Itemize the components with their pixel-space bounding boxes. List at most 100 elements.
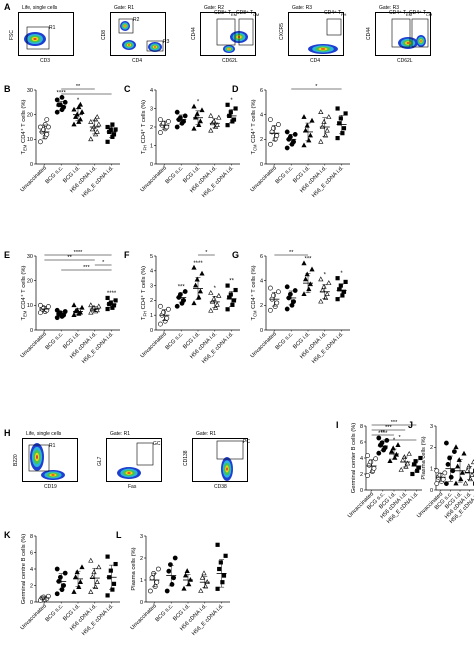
x-tick-label: BCG s.c. xyxy=(275,331,295,351)
data-point xyxy=(114,562,118,566)
data-point xyxy=(276,290,280,294)
data-point xyxy=(112,133,116,137)
panel-label-i: I xyxy=(336,420,339,430)
y-tick-label: 2 xyxy=(260,303,263,309)
data-point xyxy=(55,592,59,596)
data-point xyxy=(366,474,370,478)
data-point xyxy=(443,471,447,475)
data-point xyxy=(192,126,196,130)
data-point xyxy=(97,304,101,308)
data-point xyxy=(341,131,345,135)
data-point xyxy=(63,571,67,575)
data-point xyxy=(197,295,201,299)
y-axis-label: Germinal centre B cells (%) xyxy=(21,534,27,605)
data-point xyxy=(293,288,297,292)
data-point xyxy=(80,110,84,114)
y-tick-label: 10 xyxy=(27,137,33,143)
data-point xyxy=(111,588,115,592)
facs-h-gate-title: Life, single cells xyxy=(26,431,61,437)
data-point xyxy=(45,132,49,136)
bracket-label: ** xyxy=(289,250,294,256)
data-point xyxy=(111,123,115,127)
y-tick-label: 3 xyxy=(150,106,153,112)
y-tick-label: 4 xyxy=(30,567,33,573)
data-point xyxy=(464,481,468,485)
facs-a-dot-plot xyxy=(200,12,256,56)
data-point xyxy=(275,301,279,305)
data-point xyxy=(89,120,93,124)
data-point xyxy=(209,114,213,118)
data-point xyxy=(167,569,171,573)
facs-a-region-label: R1 xyxy=(49,25,55,31)
region-name: CD8⁺ T xyxy=(214,10,231,16)
facs-a-y-axis-label: CD44 xyxy=(191,27,197,40)
facs-a-dot-plot xyxy=(375,12,431,56)
y-tick-label: 3 xyxy=(430,424,433,430)
data-point xyxy=(438,473,442,477)
y-tick-label: 0 xyxy=(30,328,33,334)
data-point xyxy=(97,565,101,569)
x-tick-label: BCG s.c. xyxy=(165,331,185,351)
data-point xyxy=(165,316,169,320)
data-point xyxy=(75,112,79,116)
data-point xyxy=(60,588,64,592)
data-point xyxy=(219,561,223,565)
bracket-label: *** xyxy=(391,420,398,426)
data-point xyxy=(109,569,113,573)
data-point xyxy=(435,482,439,486)
data-point xyxy=(55,98,59,102)
data-point xyxy=(209,291,213,295)
significance-stars: * xyxy=(340,271,343,277)
data-point xyxy=(268,286,272,290)
y-tick-label: 4 xyxy=(150,269,153,275)
bracket-label: ** xyxy=(67,255,72,261)
data-point xyxy=(38,140,42,144)
data-point xyxy=(198,289,202,293)
data-point xyxy=(272,293,276,297)
facs-a-dot-plot xyxy=(288,12,344,56)
data-point xyxy=(320,125,324,129)
facs-h-dot-plot xyxy=(192,438,248,482)
facs-a-y-axis-label: CXCR5 xyxy=(279,23,285,40)
data-point xyxy=(268,142,272,146)
facs-a-gate-title: Life, single cells xyxy=(22,5,57,11)
y-tick-label: 1 xyxy=(150,313,153,319)
data-point xyxy=(183,114,187,118)
data-point xyxy=(55,110,59,114)
region-subscript: CM xyxy=(253,12,259,17)
significance-stars: * xyxy=(214,286,217,292)
y-tick-label: 4 xyxy=(150,88,153,94)
x-tick-label: H56_E cDNA i.d. xyxy=(201,165,235,199)
data-point xyxy=(226,307,230,311)
bracket-label: * xyxy=(205,250,208,256)
y-tick-label: 5 xyxy=(150,254,153,260)
facs-a-x-axis-label: CD62L xyxy=(397,58,413,64)
data-point xyxy=(226,123,230,127)
y-tick-label: 0 xyxy=(150,162,153,168)
y-tick-label: 0 xyxy=(150,328,153,334)
data-point xyxy=(55,567,59,571)
significance-stars: * xyxy=(197,100,200,106)
facs-a-region-label: CD4⁺ TCM xyxy=(409,10,432,17)
data-point xyxy=(80,565,84,569)
data-point xyxy=(234,288,238,292)
x-tick-label: H56_E cDNA i.d. xyxy=(81,331,115,365)
data-point xyxy=(448,456,452,460)
data-point xyxy=(234,107,238,111)
y-tick-label: 3 xyxy=(150,283,153,289)
data-point xyxy=(106,125,110,129)
data-point xyxy=(285,130,289,134)
x-tick-label: Unvaccinated xyxy=(20,165,48,193)
facs-a-x-axis-label: CD3 xyxy=(40,58,50,64)
y-tick-label: 4 xyxy=(260,112,263,118)
x-tick-label: Unvaccinated xyxy=(130,603,158,631)
data-point xyxy=(194,283,198,287)
facs-h-gate-title: Gate: R1 xyxy=(196,431,216,437)
data-point xyxy=(158,130,162,134)
data-point xyxy=(292,140,296,144)
facs-a-region-label: CD4⁺ TFH xyxy=(324,10,346,17)
facs-h-y-axis-label: B220 xyxy=(13,454,19,466)
